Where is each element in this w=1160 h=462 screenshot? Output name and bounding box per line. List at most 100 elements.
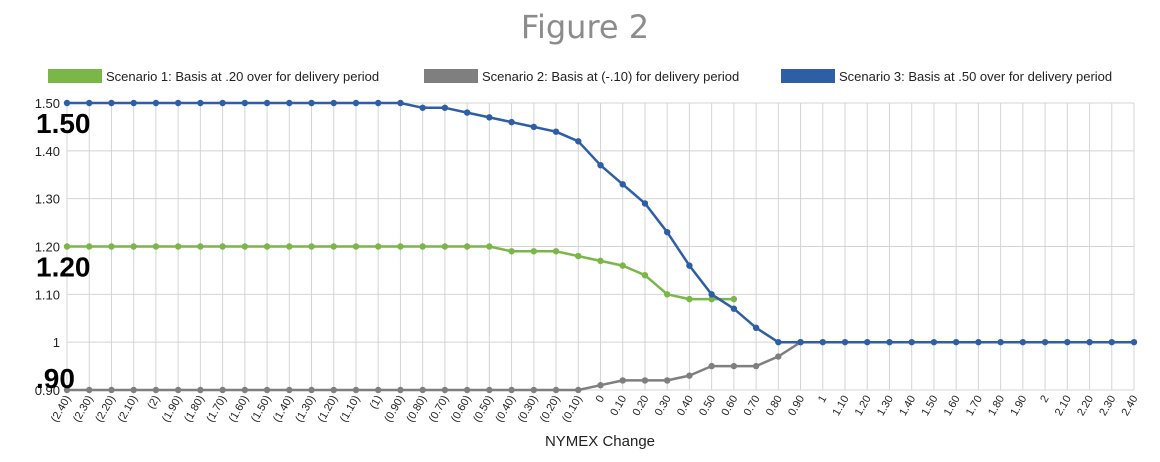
series-3-point [486,114,493,121]
series-1-point [152,243,160,250]
series-3-point [1019,338,1027,346]
x-tick-label: (2.40) [49,394,74,425]
series-2-point [552,386,560,394]
x-tick-label: 1.40 [897,394,918,419]
x-axis-label: NYMEX Change [545,433,655,450]
series-3-point [152,99,160,107]
series-2-point [752,362,760,370]
series-3-point [1086,338,1093,346]
x-tick-label: (0.70) [427,394,452,425]
x-tick-label: 0.90 [786,394,807,419]
series-1-point [397,243,404,250]
series-3-point [530,123,538,131]
x-tick-label: (0.50) [471,393,496,424]
x-tick-label: 1.70 [964,394,985,419]
series-1-point [63,243,71,250]
series-2-point [397,386,404,394]
x-tick-label: 0.50 [697,394,718,419]
series-2-point [730,362,738,370]
series-3-point [730,305,738,312]
series-1-point [174,243,182,250]
x-tick-label: 0 [594,394,607,405]
legend-swatch [781,69,835,83]
series-3-point [397,99,404,107]
x-tick-label: (2.20) [93,394,118,425]
x-tick-label: 0.30 [653,394,674,419]
series-1-point [463,243,471,250]
series-3-point [1108,338,1115,346]
y-tick-label: 1.10 [35,287,60,302]
series-1 [63,243,738,303]
series-3-point [352,99,360,107]
x-tick-label: 1.20 [853,394,874,419]
annotation-label: .90 [36,363,75,394]
legend-swatch [424,69,478,83]
series-3-point [1064,338,1071,346]
series-1-point [441,243,449,250]
series-3-point [1130,338,1138,346]
series-3-point [841,338,849,346]
x-tick-label: (2.10) [116,394,141,425]
series-3-point [508,118,515,126]
x-tick-label: 2.20 [1075,394,1096,419]
series-1-point [308,243,315,250]
x-tick-label: 2 [1038,394,1051,405]
series-2-point [597,382,604,389]
x-tick-label: 0.40 [675,394,696,419]
x-tick-label: 1.90 [1008,394,1029,419]
series-1-point [619,262,626,269]
series-1-point [641,272,649,279]
x-tick-label: (1.90) [160,394,185,425]
series-3-point [575,138,582,145]
series-2-point [219,386,226,394]
series-3-point [752,324,760,332]
annotation-label: 1.20 [36,252,91,283]
series-3-point [819,338,826,346]
series-2-point [330,386,337,394]
chart-title: Figure 2 [521,8,649,46]
series-3-point [419,104,426,111]
x-tick-label: 1.60 [942,394,963,419]
x-tick-label: (1.20) [316,394,341,425]
series-2-point [130,386,137,394]
series-3-point [641,200,649,207]
series-1-point [130,243,137,250]
series-3-point [241,99,249,107]
series-1-point [241,243,249,250]
series-3-point [663,228,671,236]
x-tick-label: 0.60 [719,394,740,419]
x-tick-label: 1.80 [986,394,1007,419]
legend: Scenario 1: Basis at .20 over for delive… [48,69,1112,84]
x-tick-label: 2.40 [1119,394,1140,419]
series-2-point [197,386,204,394]
x-tick-label: (0.60) [449,394,474,425]
x-tick-label: (2.30) [71,394,96,425]
legend-item-1: Scenario 1: Basis at .20 over for delive… [48,69,379,84]
x-tick-label: (1.60) [227,394,252,425]
y-tick-label: 1 [53,335,60,350]
series-3-point [263,99,271,107]
legend-label: Scenario 1: Basis at .20 over for delive… [106,69,379,84]
series-3-point [619,181,626,188]
series-1-point [375,243,382,250]
series-3-point [997,338,1004,346]
x-tick-label: 0.70 [742,394,763,419]
y-tick-label: 0.90 [35,383,60,398]
series-2-point [286,386,293,394]
series-2-point [86,386,93,394]
series-2-point [619,377,626,384]
series-2-point [530,386,538,394]
series-2-point [508,386,515,394]
series-3-point [775,338,782,346]
series-1-point [86,243,93,250]
y-axis: 0.90 1 1.10 1.20 1.30 1.40 1.50 [35,96,60,398]
x-tick-label: (2) [145,394,162,412]
x-tick-label: (0.30) [516,394,541,425]
series-1-point [108,243,115,250]
series-3-point [330,99,337,107]
series-3-point [552,128,560,135]
y-tick-label: 1.50 [35,96,60,111]
series-3-point [886,338,893,346]
series-3-point [308,99,315,107]
series-1-point [552,248,560,255]
